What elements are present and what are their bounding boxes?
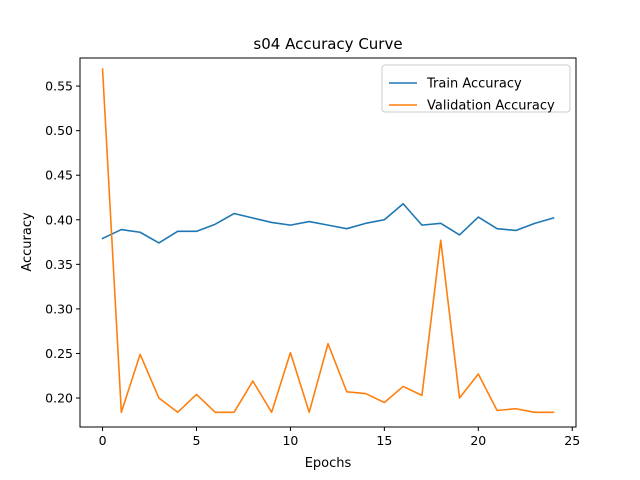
y-tick-label: 0.50	[45, 123, 73, 138]
legend-label: Train Accuracy	[426, 77, 522, 92]
x-tick-label: 10	[282, 433, 298, 448]
x-axis-label: Epochs	[305, 456, 352, 471]
x-tick-label: 0	[99, 433, 107, 448]
legend-box	[381, 64, 571, 113]
series-line-train-accuracy	[101, 202, 555, 244]
x-tick-label: 5	[193, 433, 201, 448]
y-tick-label: 0.30	[45, 301, 73, 316]
y-tick-label: 0.20	[45, 391, 73, 406]
y-tick-label: 0.45	[45, 168, 73, 183]
y-axis: 0.20 0.25 0.30 0.35 0.40 0.45 0.50 0.55	[45, 79, 80, 406]
x-tick-label: 20	[470, 433, 486, 448]
legend-label: Validation Accuracy	[427, 99, 555, 114]
y-tick-label: 0.25	[45, 346, 73, 361]
plot-area	[101, 68, 555, 414]
x-axis: 0 5 10 15 20 25	[99, 427, 580, 448]
chart-title: s04 Accuracy Curve	[253, 35, 402, 53]
y-axis-label: Accuracy	[20, 212, 35, 272]
y-tick-label: 0.55	[45, 79, 73, 94]
x-tick-label: 25	[564, 433, 580, 448]
plot-frame	[79, 57, 577, 428]
x-tick-label: 15	[376, 433, 392, 448]
y-tick-label: 0.35	[45, 257, 73, 272]
y-tick-label: 0.40	[45, 212, 73, 227]
legend: Train Accuracy Validation Accuracy	[381, 64, 571, 114]
series-line-validation-accuracy	[101, 68, 555, 414]
